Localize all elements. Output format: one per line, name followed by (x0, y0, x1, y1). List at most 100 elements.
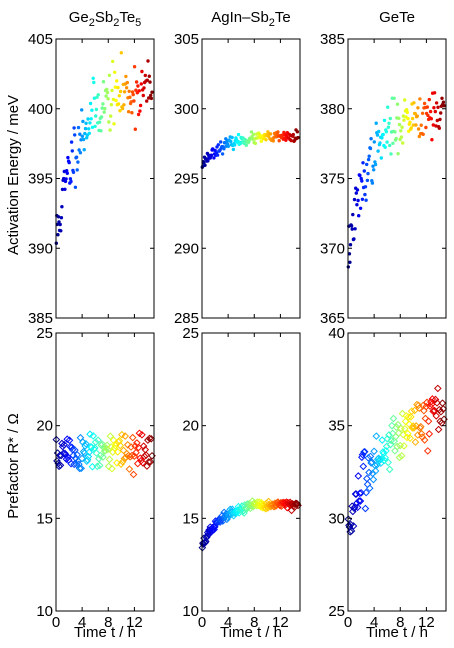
data-point (226, 144, 230, 148)
y-tick-label: 10 (182, 603, 199, 620)
data-point (402, 412, 411, 420)
data-point (385, 465, 394, 474)
data-point (58, 222, 62, 227)
data-point (367, 154, 371, 158)
data-point (73, 133, 77, 137)
panel-2: 285 290 295 300 305 AgIn–Sb2​Te (174, 9, 301, 327)
data-point (139, 82, 143, 86)
data-point (386, 105, 390, 109)
data-point (424, 125, 428, 130)
data-point (101, 80, 106, 84)
data-point (104, 462, 113, 471)
data-point (379, 156, 383, 160)
data-point (373, 160, 377, 164)
data-point (375, 133, 380, 137)
data-point (365, 162, 369, 167)
data-point (81, 119, 85, 124)
data-point (131, 92, 135, 97)
panel-2-frame (201, 38, 301, 319)
data-point (389, 152, 393, 156)
data-point (419, 123, 423, 127)
data-point (416, 127, 421, 131)
data-point (222, 147, 226, 151)
data-point (421, 132, 425, 136)
data-point (220, 152, 225, 156)
data-point (53, 457, 61, 465)
data-point (397, 452, 406, 460)
data-point (371, 164, 375, 168)
panel-5-frame (201, 332, 301, 612)
y-tick-label: 10 (36, 603, 53, 620)
data-point (77, 148, 81, 152)
x-tick-label: 12 (126, 614, 143, 631)
data-point (426, 113, 430, 118)
data-point (405, 108, 409, 112)
data-point (386, 440, 395, 449)
data-point (434, 384, 442, 393)
data-point (398, 409, 407, 418)
y-tick-label: 375 (320, 171, 345, 188)
data-point (134, 88, 138, 92)
data-point (71, 446, 79, 454)
data-point (389, 414, 398, 423)
data-point (215, 153, 220, 157)
data-point (355, 489, 364, 498)
data-point (92, 449, 101, 457)
data-point (427, 400, 436, 409)
data-point (116, 85, 120, 90)
data-point (137, 89, 141, 93)
y-tick-label: 290 (174, 240, 199, 257)
data-point (407, 413, 415, 421)
data-point (348, 243, 353, 247)
data-point (141, 93, 145, 98)
data-point (220, 508, 228, 517)
panel-1-points (54, 51, 154, 245)
data-point (83, 126, 88, 131)
data-point (393, 130, 397, 134)
data-point (212, 156, 216, 160)
data-point (203, 528, 212, 537)
data-point (388, 116, 392, 121)
data-point (392, 96, 396, 101)
data-point (428, 109, 433, 114)
data-point (236, 132, 241, 137)
data-point (383, 145, 387, 149)
data-point (145, 434, 154, 443)
data-point (102, 110, 106, 114)
data-point (412, 422, 421, 430)
data-point (132, 65, 137, 69)
data-point (79, 138, 83, 142)
data-point (60, 205, 64, 209)
data-point (203, 532, 211, 541)
data-point (361, 161, 365, 165)
data-point (350, 227, 354, 231)
data-point (125, 465, 134, 473)
data-point (76, 125, 81, 130)
data-point (394, 136, 398, 141)
data-point (103, 106, 107, 111)
data-point (417, 429, 426, 438)
data-point (78, 151, 83, 155)
data-point (73, 185, 78, 189)
data-point (94, 114, 98, 118)
data-point (358, 206, 363, 210)
y-tick-label: 380 (320, 101, 345, 118)
data-point (369, 475, 378, 484)
y-tick-label: 15 (182, 510, 199, 527)
data-point (391, 447, 399, 455)
data-point (147, 96, 151, 100)
data-point (442, 104, 446, 108)
data-point (122, 90, 127, 94)
x-tick-label: 4 (370, 614, 378, 631)
data-point (89, 117, 93, 121)
data-point (245, 501, 254, 510)
data-point (72, 126, 76, 130)
data-point (95, 461, 104, 470)
data-point (203, 163, 207, 167)
data-point (381, 453, 390, 462)
data-point (83, 131, 87, 136)
data-point (75, 464, 84, 473)
y-tick-label: 20 (182, 418, 199, 435)
x-tick-label: 12 (418, 614, 435, 631)
